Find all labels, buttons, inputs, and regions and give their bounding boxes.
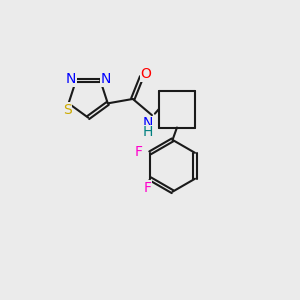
Text: N: N — [142, 116, 153, 130]
Text: N: N — [100, 72, 111, 86]
Text: S: S — [63, 103, 71, 117]
Text: H: H — [142, 125, 153, 139]
Text: O: O — [141, 67, 152, 81]
Text: F: F — [143, 181, 151, 195]
Text: F: F — [135, 145, 143, 159]
Text: N: N — [66, 72, 76, 86]
